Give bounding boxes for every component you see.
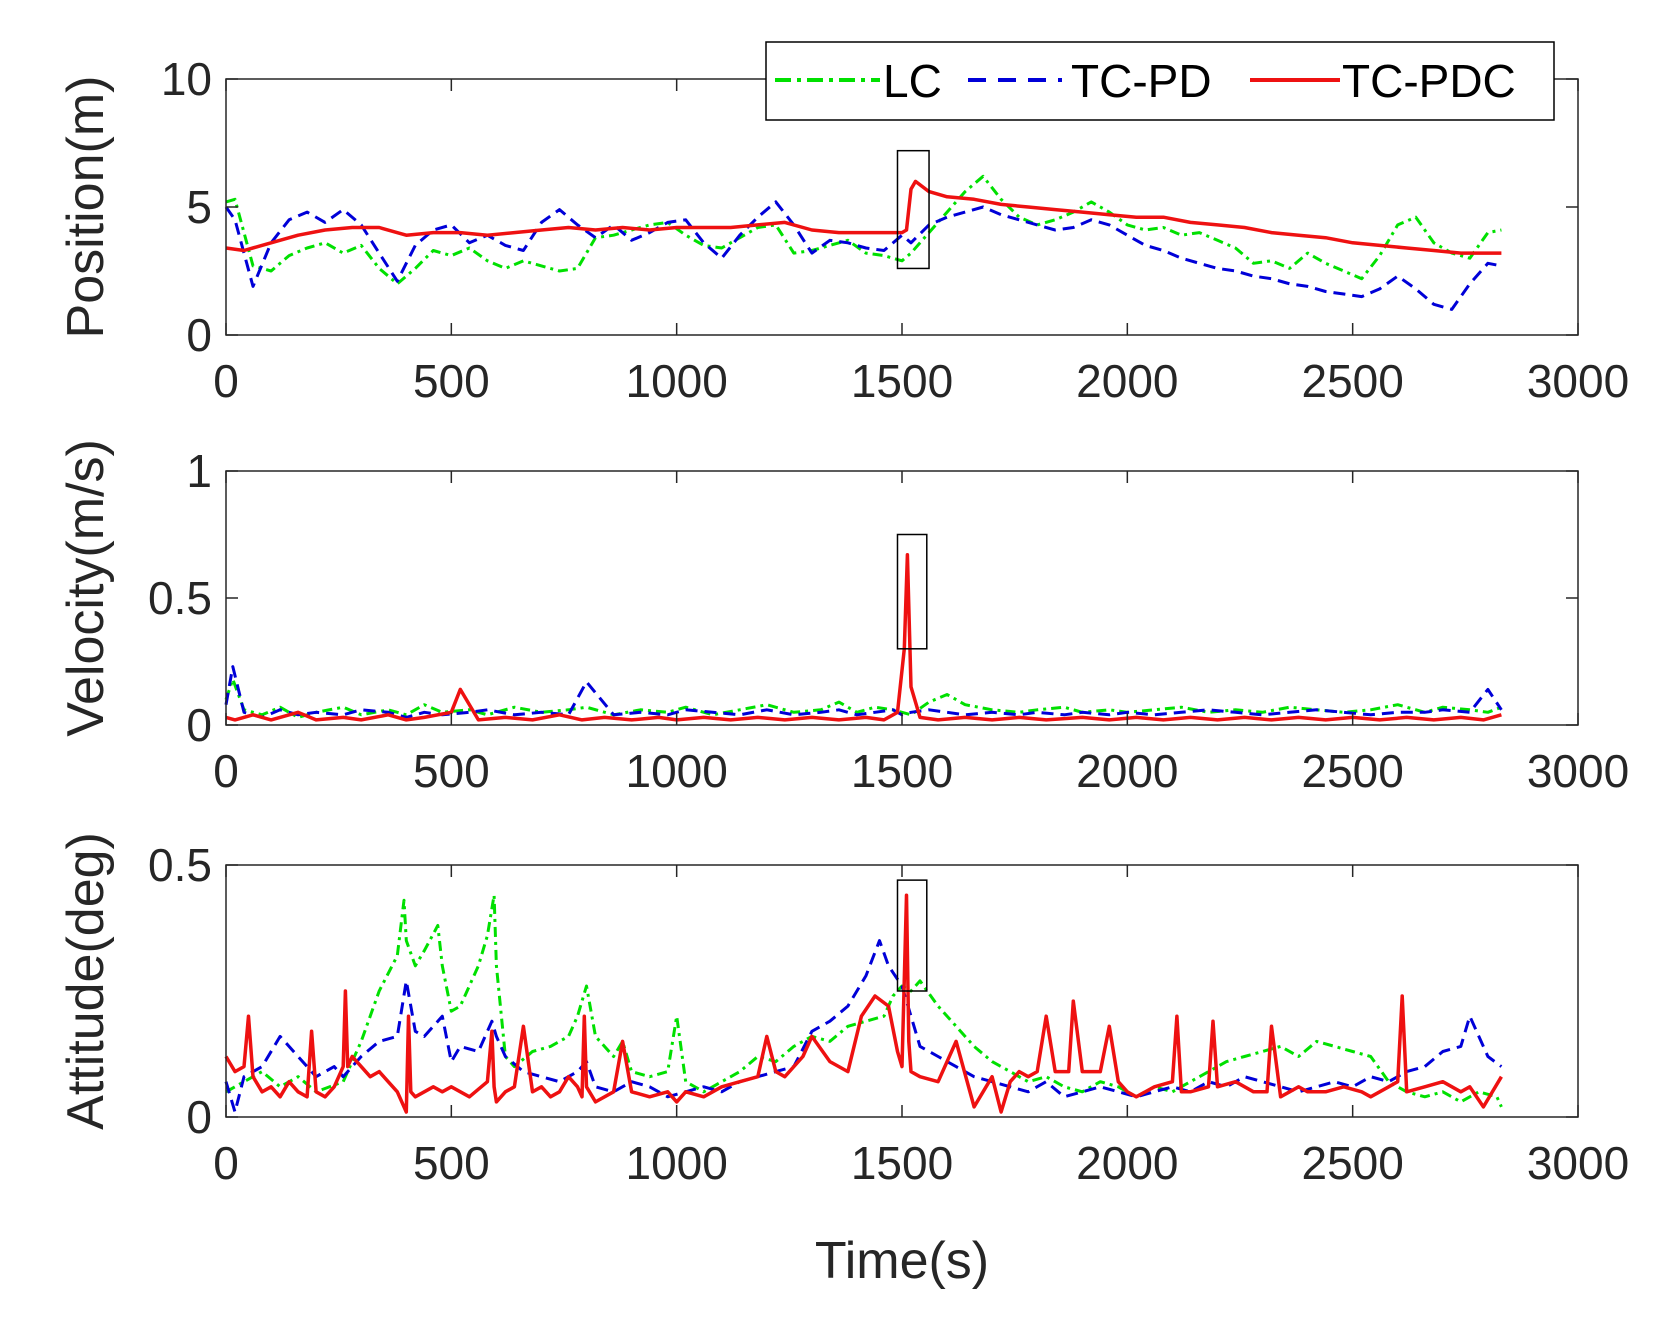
series-line-tc-pd — [224, 665, 1503, 719]
x-tick-label: 1000 — [625, 1137, 727, 1189]
series-line-tc-pdc — [225, 179, 1502, 255]
legend-label-tc-pd: TC-PD — [1071, 55, 1212, 107]
x-tick-label: 500 — [413, 1137, 490, 1189]
x-tick-label: 0 — [213, 745, 239, 797]
y-tick-label: 10 — [161, 53, 212, 105]
series-line-lc — [225, 893, 1503, 1108]
x-tick-label: 1000 — [625, 745, 727, 797]
y-tick-label: 0 — [186, 1091, 212, 1143]
y-tick-label: 0.5 — [148, 839, 212, 891]
highlight-box — [896, 149, 930, 270]
velocity-subplot: 0 500 1000 1500 2000 2500 3000 0 0.5 1 Velocity(m/… — [57, 439, 1629, 797]
x-tick-label: 1500 — [851, 355, 953, 407]
position-ylabel: Position(m) — [57, 76, 115, 339]
x-tick-label: 2500 — [1301, 1137, 1403, 1189]
x-tick-label: 1500 — [851, 745, 953, 797]
x-tick-label: 3000 — [1527, 745, 1629, 797]
x-tick-label: 1500 — [851, 1137, 953, 1189]
series-line-tc-pdc — [224, 893, 1503, 1114]
x-tick-label: 2500 — [1301, 355, 1403, 407]
x-tick-label: 500 — [413, 355, 490, 407]
x-tick-label: 2000 — [1076, 745, 1178, 797]
plot-area — [226, 471, 1578, 725]
x-tick-label: 1000 — [625, 355, 727, 407]
x-tick-label: 500 — [413, 745, 490, 797]
legend: LC TC-PD TC-PDC — [765, 41, 1555, 121]
velocity-ylabel: Velocity(m/s) — [57, 439, 115, 737]
series-line-tc-pdc — [225, 553, 1502, 722]
attitude-subplot: Time(s) 0 500 1000 1500 2000 2500 3000 0 0.5 Atti… — [57, 832, 1629, 1290]
y-tick-label: 5 — [186, 181, 212, 233]
x-tick-label: 2000 — [1076, 1137, 1178, 1189]
time-xlabel: Time(s) — [815, 1232, 989, 1290]
position-subplot: 0 500 1000 1500 2000 2500 3000 0 5 10 Position(m) — [57, 53, 1629, 407]
x-tick-label: 0 — [213, 355, 239, 407]
attitude-ylabel: Attitude(deg) — [57, 832, 115, 1130]
x-tick-label: 3000 — [1527, 1137, 1629, 1189]
legend-label-lc: LC — [883, 55, 942, 107]
highlight-box — [896, 879, 928, 992]
plot-area — [226, 79, 1578, 335]
x-tick-label: 3000 — [1527, 355, 1629, 407]
y-tick-label: 0.5 — [148, 572, 212, 624]
series-line-tc-pd — [224, 939, 1503, 1114]
x-tick-label: 2000 — [1076, 355, 1178, 407]
series-line-lc — [225, 174, 1502, 286]
y-tick-label: 0 — [186, 699, 212, 751]
highlight-box — [896, 533, 928, 650]
series-line-tc-pd — [224, 200, 1502, 311]
legend-label-tc-pdc: TC-PDC — [1342, 55, 1516, 107]
x-tick-label: 2500 — [1301, 745, 1403, 797]
y-tick-label: 0 — [186, 309, 212, 361]
x-tick-label: 0 — [213, 1137, 239, 1189]
series-line-lc — [224, 677, 1502, 719]
y-tick-label: 1 — [186, 445, 212, 497]
legend-box — [765, 41, 1555, 121]
